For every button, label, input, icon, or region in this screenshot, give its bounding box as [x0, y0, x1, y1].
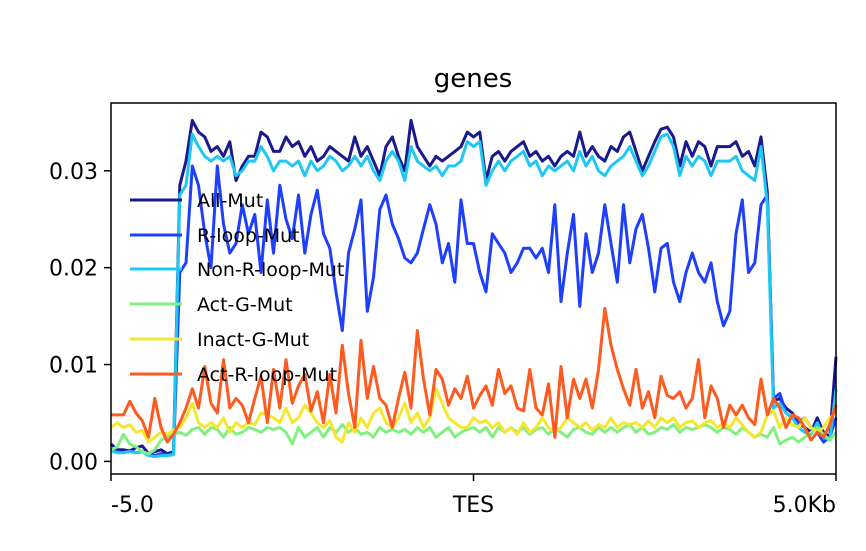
- y-tick-label-0: 0.00: [49, 450, 98, 475]
- legend-label-r-loop-mut: R-loop-Mut: [197, 225, 300, 247]
- chart-title: genes: [434, 64, 513, 94]
- x-tick-label-tes: TES: [452, 493, 494, 518]
- legend-label-all-mut: All-Mut: [197, 190, 263, 212]
- legend-label-inact-g-mut: Inact-G-Mut: [197, 329, 309, 351]
- y-axis: 0.00 0.01 0.02 0.03: [49, 160, 111, 475]
- x-tick-label-end: 5.0Kb: [773, 493, 836, 518]
- legend-label-act-r-loop-mut: Act-R-loop-Mut: [197, 364, 337, 386]
- series-line-non-r-loop-mut: [110, 132, 838, 459]
- y-tick-label-1: 0.01: [49, 354, 98, 379]
- y-tick-label-3: 0.03: [49, 160, 98, 185]
- series-line-r-loop-mut: [110, 164, 838, 458]
- series-line-all-mut: [109, 118, 838, 456]
- legend-label-non-r-loop-mut: Non-R-loop-Mut: [197, 259, 344, 281]
- series-layer: [109, 118, 838, 459]
- legend-label-act-g-mut: Act-G-Mut: [197, 294, 293, 316]
- legend: All-Mut R-loop-Mut Non-R-loop-Mut Act-G-…: [130, 190, 344, 386]
- series-line-act-g-mut: [110, 423, 838, 456]
- series-line-inact-g-mut: [110, 387, 837, 444]
- y-tick-label-2: 0.02: [49, 257, 98, 282]
- x-tick-label-start: -5.0: [111, 493, 154, 518]
- series-line-act-r-loop-mut: [111, 306, 838, 444]
- x-axis: -5.0 TES 5.0Kb: [110, 474, 837, 518]
